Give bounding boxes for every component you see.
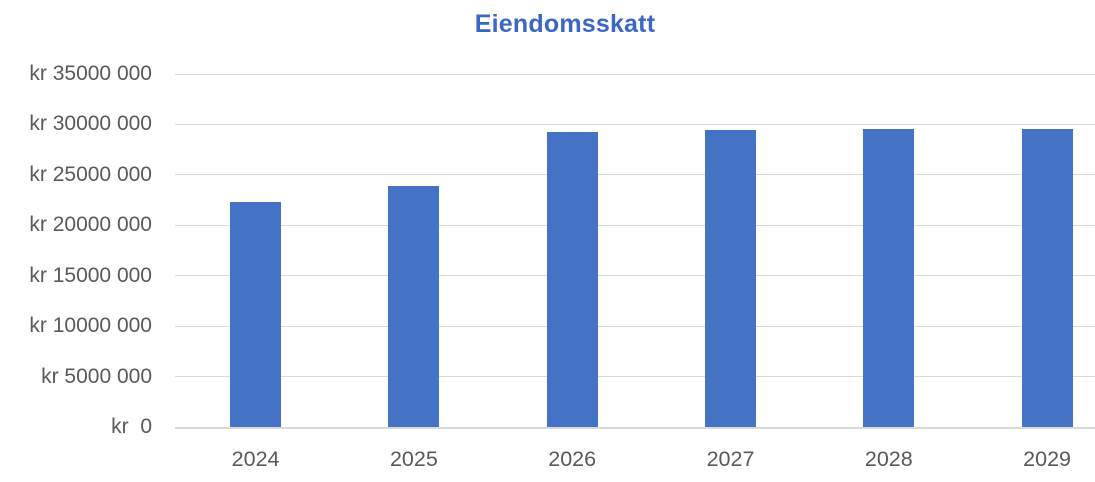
y-axis-tick-label: kr 20000 000: [29, 213, 152, 237]
x-axis-line: [175, 426, 1095, 429]
gridline: [175, 73, 1095, 75]
x-axis-tick-label: 2028: [864, 447, 913, 471]
bar-2026: [546, 132, 598, 427]
y-axis-tick-label: kr 35000 000: [29, 62, 152, 85]
bar-2027: [705, 130, 756, 427]
bar-2028: [863, 129, 915, 427]
y-axis-tick-label: kr 10000 000: [29, 314, 152, 338]
x-axis-tick-label: 2029: [1023, 447, 1072, 471]
x-axis-tick-label: 2024: [231, 447, 280, 471]
gridline: [175, 325, 1095, 327]
x-axis-tick-label: 2026: [548, 447, 597, 471]
y-axis-tick-label: kr 15000 000: [29, 263, 152, 287]
y-axis-tick-label: kr 25000 000: [29, 162, 152, 186]
gridline: [175, 174, 1095, 176]
bar-2029: [1021, 129, 1073, 427]
gridline: [175, 376, 1095, 378]
x-axis-tick-label: 2027: [706, 447, 755, 471]
chart-title: Eiendomsskatt: [474, 10, 656, 38]
bar-2024: [230, 202, 282, 427]
y-axis-tick-label: kr 30000 000: [29, 112, 152, 136]
y-axis-tick-label: kr 5000 000: [41, 364, 152, 388]
gridline: [175, 224, 1095, 226]
y-axis-tick-label: kr 0: [111, 415, 152, 438]
x-axis-tick-label: 2025: [389, 447, 438, 471]
bar-2025: [388, 185, 440, 427]
gridline: [175, 275, 1095, 277]
gridline: [175, 123, 1095, 125]
